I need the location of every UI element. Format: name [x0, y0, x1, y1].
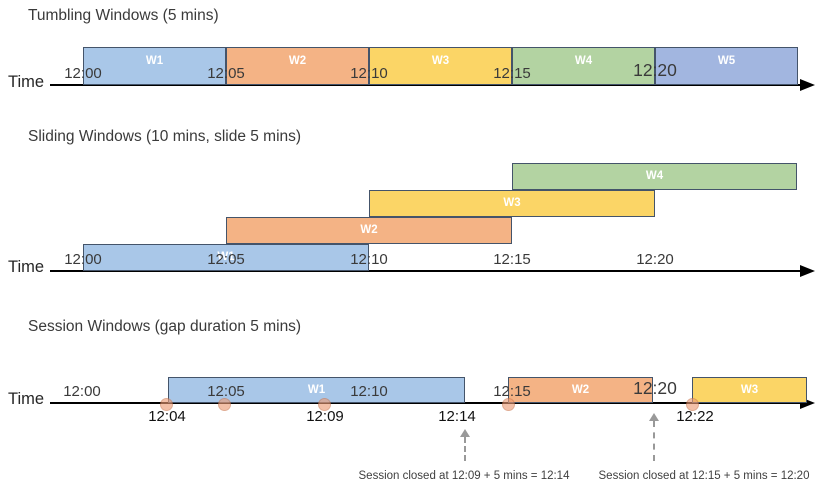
- event-dot: [686, 398, 699, 411]
- tick-label: 12:20: [633, 60, 677, 80]
- window-w1: W1: [168, 377, 465, 403]
- dashed-arrow-head-icon: [460, 429, 470, 437]
- diagram-title: Sliding Windows (10 mins, slide 5 mins): [28, 128, 302, 145]
- window-w3: W3: [369, 190, 655, 217]
- event-time-label: 12:14: [438, 408, 476, 425]
- time-axis-label: Time: [8, 390, 45, 408]
- window-w1: W1: [83, 47, 226, 85]
- diagram-title: Session Windows (gap duration 5 mins): [28, 318, 302, 335]
- tick-label: 12:10: [350, 383, 388, 400]
- timeline: [50, 84, 801, 86]
- timeline-arrowhead-icon: [800, 265, 815, 277]
- tick-label: 12:05: [207, 383, 245, 400]
- tick-label: 12:05: [207, 65, 245, 82]
- event-dot: [318, 398, 331, 411]
- diagram-title: Tumbling Windows (5 mins): [28, 7, 219, 24]
- window-w2: W2: [226, 47, 369, 85]
- dashed-arrow-line: [653, 421, 655, 461]
- event-time-label: 12:04: [148, 408, 186, 425]
- tick-label: 12:15: [493, 65, 531, 82]
- tick-label: 12:00: [64, 65, 102, 82]
- window-w5: W5: [655, 47, 798, 85]
- time-axis-label: Time: [8, 258, 45, 276]
- tick-label: 12:10: [350, 251, 388, 268]
- dashed-arrow-head-icon: [649, 413, 659, 421]
- timeline: [50, 402, 801, 404]
- tick-label: 12:10: [350, 65, 388, 82]
- tick-label: 12:00: [63, 383, 101, 400]
- session-closed-annotation: Session closed at 12:15 + 5 mins = 12:20: [598, 470, 810, 482]
- tick-label: 12:15: [493, 383, 531, 400]
- session-closed-annotation: Session closed at 12:09 + 5 mins = 12:14: [358, 470, 570, 482]
- event-dot: [502, 398, 515, 411]
- tick-label: 12:05: [207, 251, 245, 268]
- time-axis-label: Time: [8, 73, 45, 91]
- window-w3: W3: [692, 377, 807, 403]
- tick-label: 12:15: [493, 251, 531, 268]
- event-dot: [160, 398, 173, 411]
- event-time-label: 12:22: [676, 408, 714, 425]
- event-time-label: 12:09: [306, 408, 344, 425]
- window-w2: W2: [508, 377, 653, 403]
- timeline-arrowhead-icon: [800, 79, 815, 91]
- window-w2: W2: [226, 217, 512, 244]
- tick-label: 12:20: [633, 378, 677, 398]
- window-w1: W1: [83, 244, 369, 271]
- timeline: [50, 270, 801, 272]
- window-w3: W3: [369, 47, 512, 85]
- tick-label: 12:20: [636, 251, 674, 268]
- tick-label: 12:00: [64, 251, 102, 268]
- window-w4: W4: [512, 47, 655, 85]
- event-dot: [218, 398, 231, 411]
- dashed-arrow-line: [464, 437, 466, 461]
- window-w4: W4: [512, 163, 797, 190]
